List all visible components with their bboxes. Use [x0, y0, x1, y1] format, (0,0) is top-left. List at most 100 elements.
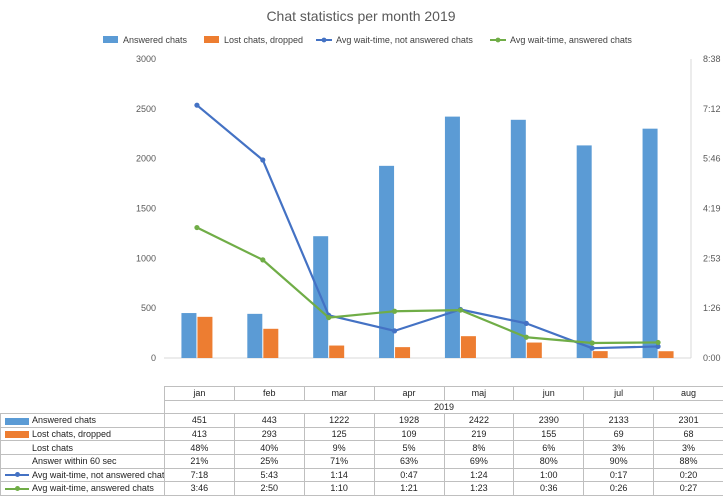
bar-answered-chats-feb — [247, 314, 262, 358]
y-left-tick-label: 2500 — [136, 104, 156, 114]
table-cell: 88% — [654, 454, 723, 468]
table-cell: 80% — [514, 454, 584, 468]
table-cell: 69 — [584, 427, 654, 441]
y-left-tick-label: 3000 — [136, 54, 156, 64]
table-cell: 1:23 — [444, 482, 514, 496]
bar-lost-chats-dropped-jul — [593, 351, 608, 358]
point-avg-wait-time-answered-chats-jan — [194, 225, 199, 230]
legend-label-avg-wait-time-not-answered-chats: Avg wait-time, not answered chats — [336, 35, 473, 45]
point-avg-wait-time-answered-chats-aug — [655, 340, 660, 345]
table-cell: 5% — [374, 441, 444, 455]
bar-lost-chats-dropped-maj — [461, 336, 476, 358]
y-right-tick-label: 2:53 — [703, 253, 721, 263]
y-right-tick-label: 8:38 — [703, 54, 721, 64]
point-avg-wait-time-answered-chats-jul — [590, 340, 595, 345]
table-cell: 2390 — [514, 414, 584, 428]
table-cell: 1928 — [374, 414, 444, 428]
table-cell: 8% — [444, 441, 514, 455]
row-label-text: Lost chats, dropped — [32, 429, 111, 439]
y-axis-left: 0 500 1000 1500 2000 2500 3000 — [136, 54, 156, 363]
y-left-tick-label: 500 — [141, 303, 156, 313]
bar-answered-chats-jul — [577, 145, 592, 358]
category-label: maj — [444, 387, 514, 401]
table-cell: 0:36 — [514, 482, 584, 496]
point-avg-wait-time-not-answered-chats-feb — [260, 157, 265, 162]
y-left-tick-label: 0 — [151, 353, 156, 363]
row-label: Lost chats — [1, 441, 165, 455]
point-avg-wait-time-not-answered-chats-jan — [194, 103, 199, 108]
table-swatch — [5, 488, 29, 490]
table-cell: 25% — [234, 454, 304, 468]
legend-label-avg-wait-time-answered-chats: Avg wait-time, answered chats — [510, 35, 632, 45]
table-cell: 1:21 — [374, 482, 444, 496]
table-swatch — [5, 431, 29, 438]
year-label: 2019 — [165, 400, 723, 414]
table-cell: 0:27 — [654, 482, 723, 496]
category-label: feb — [234, 387, 304, 401]
table-cell: 451 — [165, 414, 235, 428]
table-cell: 21% — [165, 454, 235, 468]
table-cell: 48% — [165, 441, 235, 455]
y-axis-right: 0:001:262:534:195:467:128:38 — [703, 54, 721, 363]
table-cell: 9% — [304, 441, 374, 455]
bar-lost-chats-dropped-apr — [395, 347, 410, 358]
bar-lost-chats-dropped-feb — [263, 329, 278, 358]
table-cell: 68 — [654, 427, 723, 441]
table-cell: 219 — [444, 427, 514, 441]
point-avg-wait-time-not-answered-chats-jul — [590, 346, 595, 351]
y-left-tick-label: 2000 — [136, 154, 156, 164]
point-avg-wait-time-not-answered-chats-jun — [524, 321, 529, 326]
point-avg-wait-time-not-answered-chats-apr — [392, 328, 397, 333]
table-cell: 3% — [584, 441, 654, 455]
row-label: Lost chats, dropped — [1, 427, 165, 441]
category-label: jun — [514, 387, 584, 401]
category-label: apr — [374, 387, 444, 401]
chart-area: Chat statistics per month 2019 Answered … — [0, 0, 723, 386]
bar-lost-chats-dropped-jan — [197, 317, 212, 358]
row-label-text: Avg wait-time, answered chats — [32, 483, 154, 493]
plot-frame — [164, 59, 691, 358]
legend: Answered chats Lost chats, dropped Avg wai… — [103, 35, 632, 45]
category-label: jul — [584, 387, 654, 401]
row-label-text: Answer within 60 sec — [32, 456, 117, 466]
y-right-tick-label: 1:26 — [703, 303, 721, 313]
table-cell: 293 — [234, 427, 304, 441]
category-label: mar — [304, 387, 374, 401]
table-cell: 69% — [444, 454, 514, 468]
legend-label-lost-chats-dropped: Lost chats, dropped — [224, 35, 303, 45]
y-right-tick-label: 5:46 — [703, 154, 721, 164]
table-cell: 125 — [304, 427, 374, 441]
bar-answered-chats-aug — [643, 129, 658, 358]
bar-lost-chats-dropped-aug — [659, 351, 674, 358]
bar-lost-chats-dropped-jun — [527, 343, 542, 358]
table-swatch — [5, 418, 29, 425]
table-cell: 2133 — [584, 414, 654, 428]
category-label: jan — [165, 387, 235, 401]
table-cell: 3:46 — [165, 482, 235, 496]
row-label-text: Lost chats — [32, 443, 73, 453]
point-avg-wait-time-answered-chats-apr — [392, 309, 397, 314]
point-avg-wait-time-answered-chats-maj — [458, 307, 463, 312]
y-right-tick-label: 4:19 — [703, 204, 721, 214]
legend-label-answered-chats: Answered chats — [123, 35, 188, 45]
row-label-text: Answered chats — [32, 415, 96, 425]
y-left-tick-label: 1500 — [136, 204, 156, 214]
table-cell: 2:50 — [234, 482, 304, 496]
table-cell: 71% — [304, 454, 374, 468]
table-cell: 413 — [165, 427, 235, 441]
row-label — [1, 387, 165, 401]
point-avg-wait-time-answered-chats-jun — [524, 335, 529, 340]
chart-title: Chat statistics per month 2019 — [266, 8, 455, 24]
table-cell: 443 — [234, 414, 304, 428]
row-label — [1, 400, 165, 414]
bar-lost-chats-dropped-mar — [329, 346, 344, 358]
table-cell: 3% — [654, 441, 723, 455]
legend-swatch-lost-chats-dropped — [204, 36, 219, 43]
y-left-tick-label: 1000 — [136, 253, 156, 263]
table-cell: 1222 — [304, 414, 374, 428]
year-row: 2019 — [1, 400, 723, 414]
